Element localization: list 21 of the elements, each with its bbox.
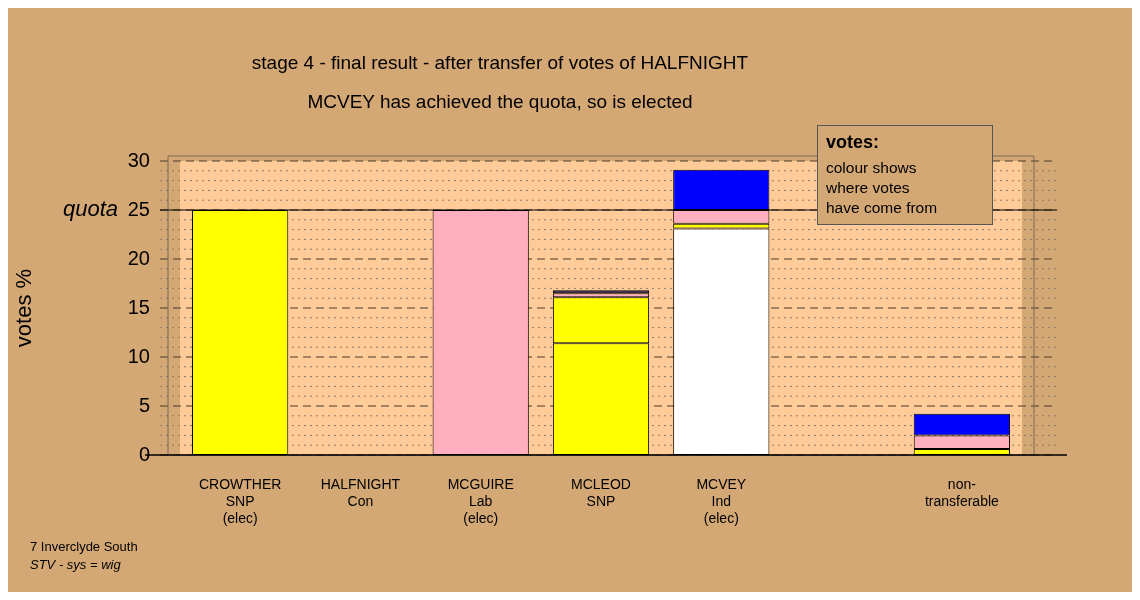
note-box: votes: colour shows where votes have come from <box>817 125 993 225</box>
x-tick-label: MCVEY Ind (elec) <box>696 476 747 526</box>
x-tick-label: HALFNIGHT Con <box>320 476 401 510</box>
annotation: colour shows where votes have come from <box>826 158 939 218</box>
y-tick-label: 15 <box>127 295 150 318</box>
x-tick-label: non- transferable <box>924 476 1000 510</box>
chart-title: stage 4 - final result - after transfer of votes of HALFNIGHT <box>250 52 750 74</box>
ref-line-label: quota <box>62 196 118 222</box>
y-axis-title: votes % <box>11 268 37 348</box>
x-tick-label: MCGUIRE Lab (elec) <box>447 476 514 526</box>
x-tick-label: MCLEOD SNP <box>571 476 631 510</box>
text: 7 Inverclyde South <box>30 538 138 556</box>
text: STV - sys = wig <box>30 556 122 574</box>
y-tick-label: 20 <box>127 246 150 269</box>
x-tick-label: CROWTHER SNP (elec) <box>198 476 282 526</box>
y-tick-label: 0 <box>138 442 150 465</box>
y-tick-label: 10 <box>127 344 150 367</box>
y-tick-label: 5 <box>138 393 150 416</box>
y-tick-label: 25 <box>127 197 150 220</box>
y-tick-label: 30 <box>127 148 150 171</box>
chart-subtitle: MCVEY has achieved the quota, so is elected <box>306 91 694 113</box>
